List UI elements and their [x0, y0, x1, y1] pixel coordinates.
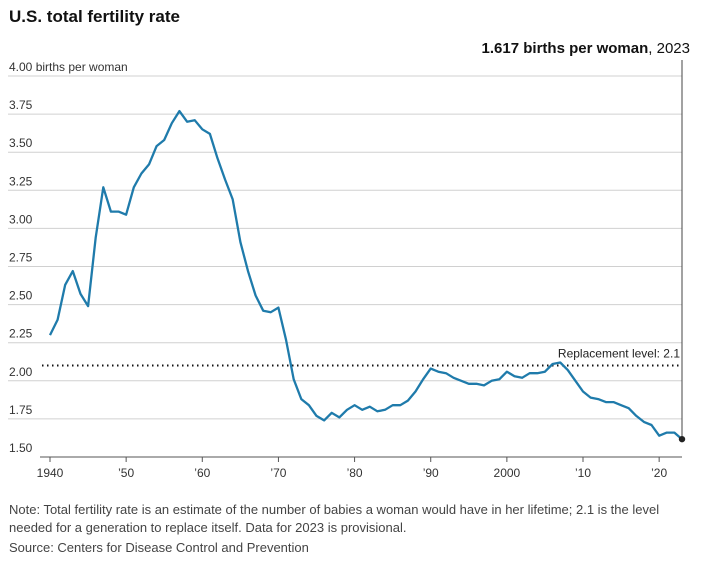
y-tick-label: 2.25	[9, 327, 33, 341]
replacement-level-label: Replacement level: 2.1	[558, 347, 680, 361]
y-tick-label: 3.50	[9, 136, 33, 150]
y-axis-ticks: 4.00 births per woman 3.75 3.50 3.25 3.00 2.7…	[9, 60, 128, 455]
footnote: Note: Total fertility rate is an estimat…	[9, 502, 660, 535]
x-tick-label: ’90	[423, 466, 439, 480]
y-tick-label: 2.75	[9, 251, 33, 265]
y-tick-label: 3.75	[9, 98, 33, 112]
y-tick-label: 3.25	[9, 174, 33, 188]
y-tick-label: 1.50	[9, 441, 33, 455]
chart-title: U.S. total fertility rate	[9, 7, 180, 26]
y-tick-label: 4.00 births per woman	[9, 60, 128, 74]
fertility-rate-line	[48, 109, 683, 441]
latest-value-marker	[678, 435, 686, 443]
annotation-year: , 2023	[648, 40, 690, 57]
x-tick-label: ’60	[194, 466, 210, 480]
x-axis: 1940 ’50 ’60 ’70 ’80 ’90 2000 ’10 ’20	[37, 456, 682, 480]
x-tick-label: ’50	[118, 466, 134, 480]
y-tick-label: 2.50	[9, 289, 33, 303]
y-tick-label: 2.00	[9, 365, 33, 379]
x-tick-label: ’80	[347, 466, 363, 480]
x-tick-label: 2000	[494, 466, 521, 480]
x-tick-label: 1940	[37, 466, 64, 480]
fertility-line-chart: 4.00 births per woman 3.75 3.50 3.25 3.00 2.7…	[8, 40, 690, 480]
x-tick-label: ’70	[270, 466, 286, 480]
source-line: Source: Centers for Disease Control and …	[9, 540, 309, 555]
y-tick-label: 3.00	[9, 212, 33, 226]
annotation-label: 1.617 births per woman, 2023	[482, 40, 690, 57]
x-tick-label: ’10	[575, 466, 591, 480]
annotation-value: 1.617 births per woman	[482, 40, 649, 57]
grid-lines	[8, 75, 682, 420]
x-tick-label: ’20	[651, 466, 667, 480]
y-tick-label: 1.75	[9, 403, 33, 417]
